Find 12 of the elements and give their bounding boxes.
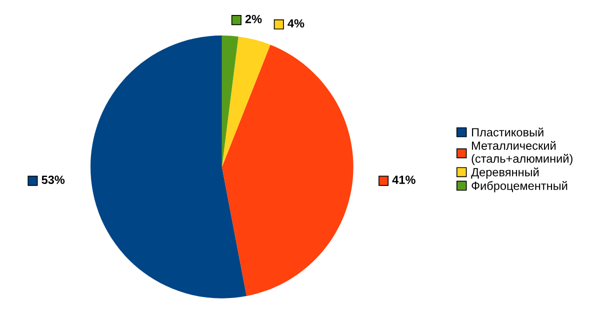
legend-label: Пластиковый: [472, 128, 544, 136]
data-label: 53%: [42, 176, 65, 184]
pie-slice: [90, 36, 247, 298]
data-label: 2%: [245, 14, 262, 24]
legend-label: Металлический (сталь+алюминий): [472, 140, 572, 166]
pie-slice: [222, 44, 354, 296]
pie-slice: [222, 36, 270, 167]
legend-label: Фиброцементный: [472, 181, 568, 192]
legend-label: Деревянный: [471, 167, 539, 179]
pie-slice: [222, 36, 238, 167]
data-label: 41%: [392, 176, 416, 184]
data-label: 4%: [288, 19, 304, 28]
